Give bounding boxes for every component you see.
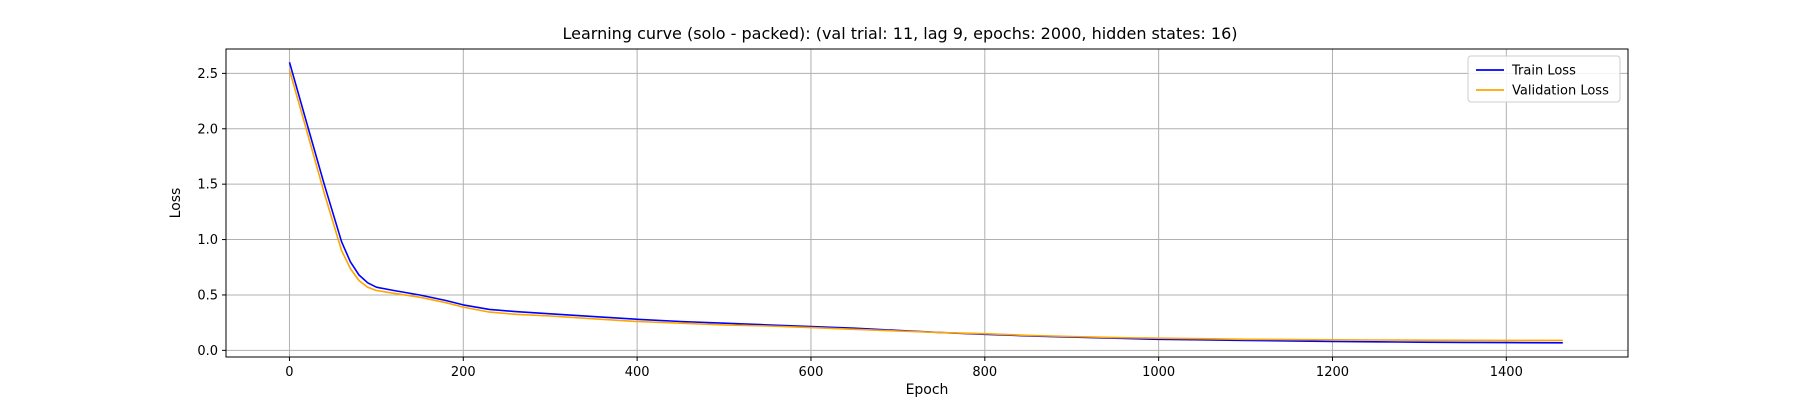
x-axis-label: Epoch xyxy=(906,382,949,398)
legend-label: Validation Loss xyxy=(1512,84,1609,99)
legend-label: Train Loss xyxy=(1511,64,1576,79)
y-axis-ticks: 0.0 0.5 1.0 1.5 2.0 2.5 xyxy=(197,67,226,359)
x-tick-label: 0 xyxy=(285,365,293,380)
plot-frame xyxy=(225,48,1629,358)
y-tick-label: 0.5 xyxy=(197,288,218,303)
x-tick-label: 1200 xyxy=(1316,365,1349,380)
y-tick-label: 1.0 xyxy=(197,233,218,248)
x-tick-label: 1000 xyxy=(1142,365,1175,380)
series-layer xyxy=(288,62,1563,344)
y-axis-label: Loss xyxy=(168,188,184,219)
x-tick-label: 400 xyxy=(625,365,650,380)
x-tick-label: 1400 xyxy=(1490,365,1523,380)
legend-box xyxy=(1467,55,1621,103)
x-axis-ticks: 0 200 400 600 800 1000 1200 1400 xyxy=(285,357,1523,380)
y-tick-label: 2.0 xyxy=(197,122,218,137)
x-tick-label: 600 xyxy=(799,365,824,380)
y-tick-label: 1.5 xyxy=(197,178,218,193)
legend: Train Loss Validation Loss xyxy=(1467,55,1621,103)
series-line-validation-loss xyxy=(288,69,1563,342)
y-tick-label: 2.5 xyxy=(197,67,218,82)
x-tick-label: 800 xyxy=(972,365,997,380)
x-tick-label: 200 xyxy=(451,365,476,380)
grid-layer xyxy=(226,49,1628,357)
chart-title: Learning curve (solo - packed): (val tri… xyxy=(563,24,1238,43)
y-tick-label: 0.0 xyxy=(197,344,218,359)
series-line-train-loss xyxy=(288,62,1563,344)
